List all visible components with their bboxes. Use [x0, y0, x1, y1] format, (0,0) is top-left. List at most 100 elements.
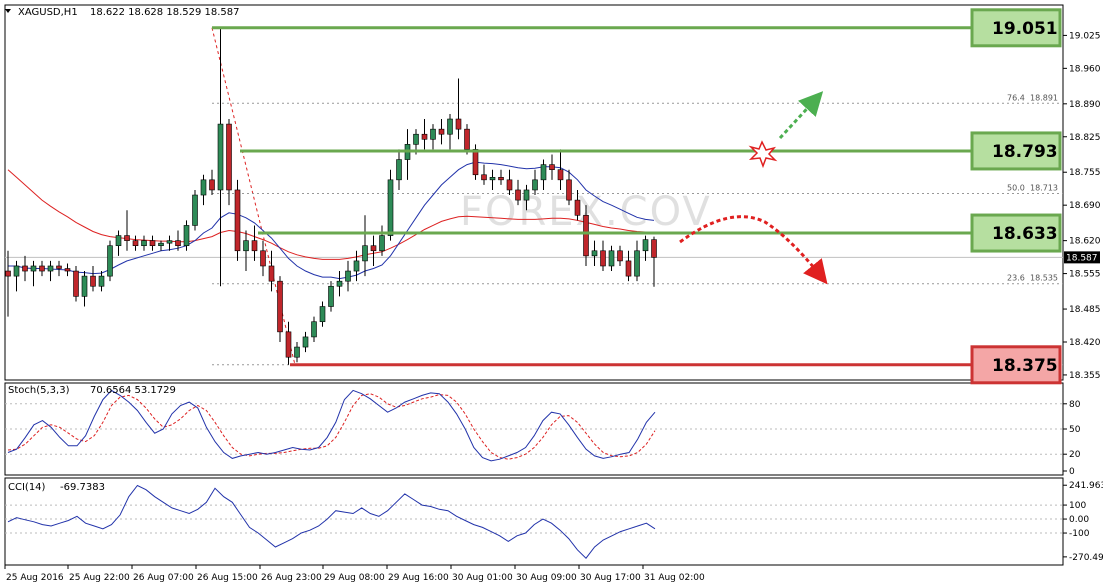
- candle: [345, 260, 351, 292]
- stoch-main-line: [7, 389, 656, 462]
- price-tick-label: 18.620: [1069, 237, 1101, 247]
- level-label: 18.793: [992, 142, 1058, 162]
- candle: [396, 149, 402, 190]
- candle: [302, 331, 309, 353]
- candle: [387, 169, 394, 241]
- candle: [591, 240, 598, 266]
- fib-price-label: 18.891: [1030, 93, 1058, 102]
- price-tick-label: 18.555: [1069, 270, 1101, 280]
- candle: [523, 184, 530, 211]
- candle: [260, 240, 266, 277]
- candle: [234, 179, 241, 261]
- candle: [22, 255, 28, 282]
- candlestick-series: [5, 27, 657, 365]
- candle: [73, 265, 79, 302]
- candle: [98, 271, 105, 292]
- candle: [243, 230, 249, 272]
- time-tick-label: 30 Aug 09:00: [516, 573, 577, 583]
- candle: [481, 164, 487, 185]
- stoch-tick-label: 50: [1069, 425, 1081, 435]
- fib-ratio-label: 23.6: [1007, 274, 1025, 283]
- candle: [617, 245, 623, 266]
- candle: [200, 174, 207, 206]
- bearish-scenario-arrow: [679, 215, 828, 285]
- candle: [30, 260, 37, 287]
- cci-label: CCI(14): [8, 482, 46, 493]
- candle: [498, 169, 504, 185]
- candle: [328, 281, 334, 312]
- candle: [251, 225, 258, 261]
- candle: [226, 119, 232, 206]
- candle: [379, 225, 385, 256]
- candle: [583, 205, 589, 266]
- cci-panel-frame: [4, 477, 1064, 566]
- stoch-tick-label: 0: [1069, 467, 1075, 477]
- level-box: [970, 213, 1062, 253]
- candle: [132, 235, 139, 251]
- slow-ma-line: [7, 169, 655, 260]
- candle: [566, 169, 572, 206]
- candle: [39, 260, 45, 277]
- candle: [192, 189, 198, 231]
- fib-ratio-label: 76.4: [1007, 93, 1025, 102]
- time-tick-label: 25 Aug 22:00: [69, 573, 130, 583]
- price-tick-label: 18.485: [1069, 305, 1101, 315]
- level-box: [970, 131, 1062, 171]
- candle: [642, 235, 649, 261]
- symbol-label: XAGUSD,H1: [18, 7, 78, 18]
- candle: [47, 260, 54, 282]
- price-tick-label: 18.755: [1069, 168, 1101, 178]
- candle: [421, 119, 428, 150]
- level-label: 18.375: [992, 356, 1058, 376]
- price-tick-label: 18.355: [1069, 371, 1101, 381]
- candle: [5, 250, 11, 317]
- level-box: [970, 345, 1062, 385]
- time-tick-label: 26 Aug 07:00: [133, 573, 194, 583]
- price-tick-label: 18.890: [1069, 100, 1101, 110]
- candle: [149, 235, 156, 251]
- cci-tick-label: -100: [1069, 529, 1090, 539]
- candle: [532, 169, 538, 196]
- candle: [311, 316, 317, 342]
- candle: [115, 230, 122, 256]
- candle: [56, 260, 62, 277]
- candle: [209, 169, 215, 196]
- candle: [319, 301, 326, 327]
- price-tick-label: 18.960: [1069, 64, 1101, 74]
- level-label: 19.051: [992, 19, 1058, 39]
- candle: [549, 154, 555, 180]
- candle: [370, 235, 377, 266]
- cci-tick-label: 241.9632: [1069, 481, 1103, 491]
- candle: [217, 27, 224, 287]
- candle: [124, 210, 130, 251]
- time-tick-label: 29 Aug 16:00: [388, 573, 449, 583]
- stoch-tick-label: 80: [1069, 400, 1081, 410]
- triangle-down-icon[interactable]: [5, 9, 11, 13]
- cci-line: [7, 484, 656, 559]
- candle: [651, 236, 657, 287]
- candle: [336, 271, 343, 297]
- candle: [107, 240, 113, 282]
- candle: [277, 276, 283, 342]
- candle: [634, 240, 640, 282]
- price-tick-label: 18.690: [1069, 201, 1101, 211]
- time-tick-label: 25 Aug 2016: [6, 573, 64, 583]
- candle: [90, 265, 96, 292]
- stoch-values: 70.6564 53.1729: [90, 385, 176, 396]
- stoch-signal-line: [7, 393, 656, 460]
- candle: [353, 250, 360, 282]
- fib-price-label: 18.535: [1030, 274, 1058, 283]
- candle: [430, 124, 436, 150]
- candle: [464, 124, 470, 155]
- cci-tick-label: 0.00: [1069, 515, 1089, 525]
- time-tick-label: 26 Aug 15:00: [197, 573, 258, 583]
- time-tick-label: 31 Aug 02:00: [644, 573, 705, 583]
- time-tick-label: 29 Aug 08:00: [324, 573, 385, 583]
- fib-ratio-label: 50.0: [1007, 184, 1025, 193]
- candle: [13, 260, 20, 292]
- fast-ma-line: [8, 161, 655, 280]
- level-label: 18.633: [992, 224, 1058, 244]
- candle: [608, 245, 615, 272]
- level-box: [970, 8, 1062, 48]
